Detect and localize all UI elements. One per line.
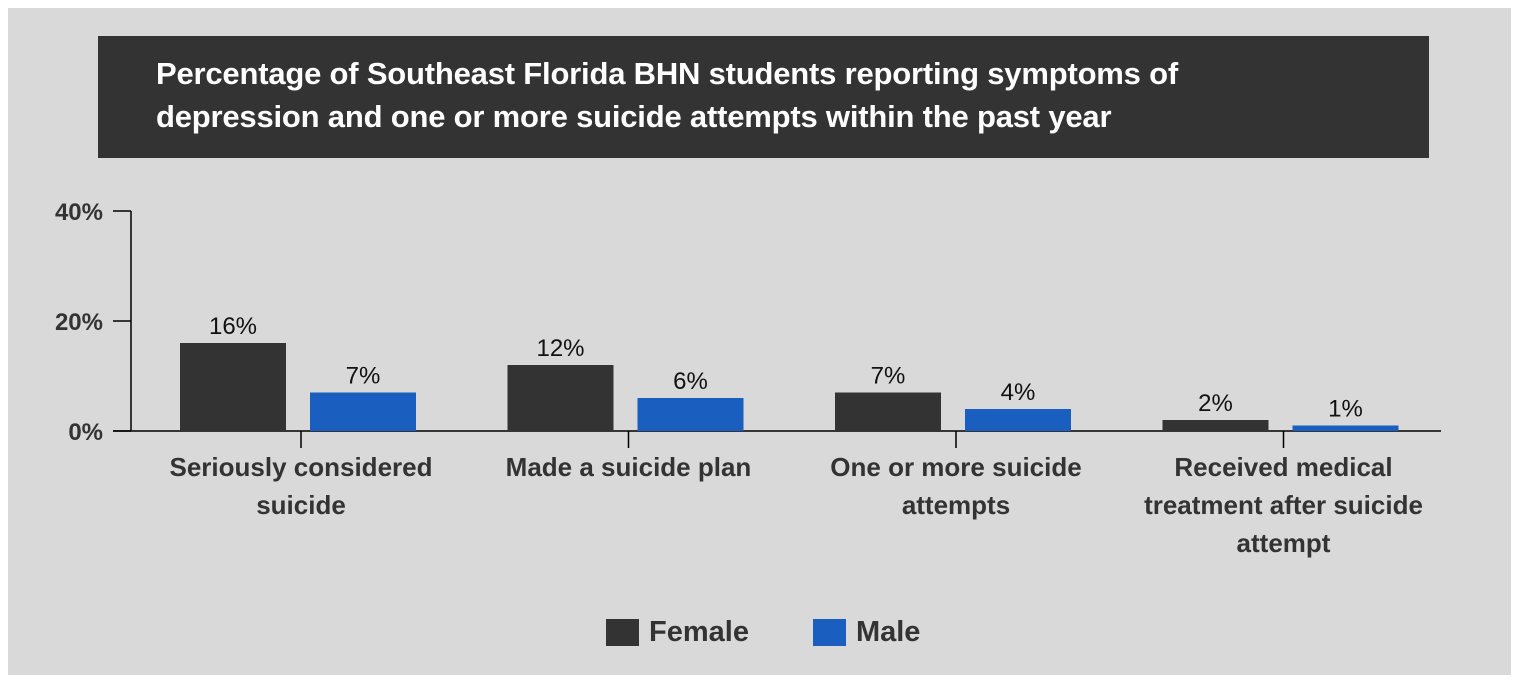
y-tick-label: 20% (55, 309, 103, 336)
y-tick-label: 0% (68, 419, 103, 446)
bar-male (965, 409, 1071, 431)
chart-title-line-2: depression and one or more suicide attem… (156, 99, 1112, 134)
legend-item-female: Female (606, 616, 749, 649)
category-label: Seriously considered (170, 452, 433, 482)
category-label: treatment after suicide (1144, 490, 1423, 520)
data-label-male: 7% (346, 363, 381, 390)
legend-item-male: Male (812, 615, 921, 649)
chart-legend: Female Male (606, 612, 920, 652)
data-label-female: 2% (1198, 390, 1233, 417)
legend-label-male: Male (855, 615, 921, 648)
bar-male (310, 392, 416, 431)
category-label: attempts (902, 490, 1010, 520)
bar-male (1292, 425, 1399, 431)
category-label: Made a suicide plan (506, 452, 752, 482)
category-label: Received medical (1174, 452, 1392, 482)
chart-title-line-1: Percentage of Southeast Florida BHN stud… (156, 56, 1178, 91)
data-label-female: 7% (871, 363, 906, 390)
category-label: One or more suicide (830, 452, 1081, 482)
bar-female (835, 392, 941, 431)
data-label-female: 12% (536, 335, 584, 362)
bar-male (637, 398, 744, 431)
chart-title: Percentage of Southeast Florida BHN stud… (98, 36, 1429, 158)
data-label-male: 4% (1001, 379, 1036, 406)
category-label: suicide (256, 490, 346, 520)
category-label: attempt (1237, 528, 1331, 558)
bar-female (180, 343, 286, 431)
data-label-female: 16% (209, 313, 257, 340)
legend-label-female: Female (649, 615, 749, 648)
legend-swatch-male (812, 618, 846, 646)
data-label-male: 1% (1328, 396, 1363, 423)
y-tick-label: 40% (55, 199, 103, 226)
bar-female (1162, 420, 1269, 431)
legend-swatch-female (606, 618, 639, 646)
data-label-male: 6% (673, 368, 708, 395)
bar-female (507, 365, 614, 431)
